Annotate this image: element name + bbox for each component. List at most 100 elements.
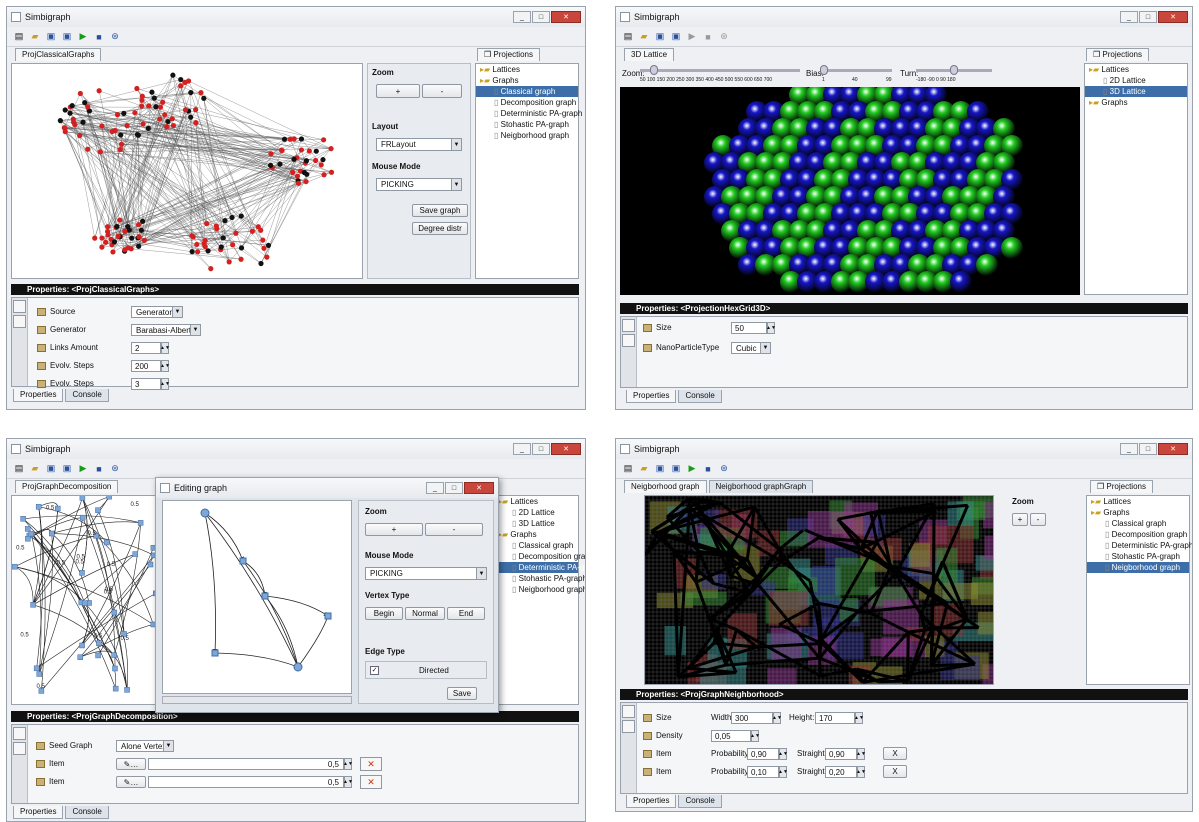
straight-field-1[interactable]: 0,90 <box>825 748 857 760</box>
density-field[interactable]: 0,05 <box>711 730 751 742</box>
open-folder-icon[interactable]: ▰ <box>640 463 648 473</box>
property-select[interactable]: Barabasi-Albert ▼ <box>131 324 201 336</box>
zoom-in-button[interactable]: + <box>376 84 420 98</box>
item-value-field-1[interactable]: 0,5 <box>148 758 344 770</box>
property-select[interactable]: Generator ▼ <box>131 306 183 318</box>
edit-icon[interactable] <box>622 334 635 347</box>
bias-slider-thumb[interactable] <box>820 65 828 75</box>
save-icon[interactable]: ▣ <box>46 31 56 41</box>
tree-item[interactable]: ▯ Stohastic PA-graph <box>512 574 586 583</box>
edit-icon[interactable] <box>622 720 635 733</box>
tab-proj-graph-decomposition[interactable]: ProjGraphDecomposition <box>15 480 119 493</box>
projections-tree[interactable]: ▸▰ Lattices ▯ 2D Lattice ▯ 3D Lattice ▸▰ Gr… <box>493 495 586 705</box>
property-spinner[interactable]: ▲▼ <box>160 378 170 390</box>
stop-icon[interactable]: ■ <box>705 463 711 474</box>
probability-field-2[interactable]: 0,10 <box>747 766 779 778</box>
height-field[interactable]: 170 <box>815 712 855 724</box>
edit-icon[interactable] <box>13 742 26 755</box>
probability-field-1[interactable]: 0,90 <box>747 748 779 760</box>
tree-item[interactable]: ▯ Classical graph <box>476 86 578 97</box>
tab-proj-classical-graphs[interactable]: ProjClassicalGraphs <box>15 48 102 61</box>
save-as-icon[interactable]: ▣ <box>62 31 72 41</box>
save-as-icon[interactable]: ▣ <box>62 463 72 473</box>
property-field[interactable]: 3 <box>131 378 161 390</box>
tree-item[interactable]: ▯ 3D Lattice <box>512 519 555 528</box>
delete-item-button-1[interactable]: ✕ <box>360 757 382 771</box>
tree-item[interactable]: ▸▰ Graphs <box>1089 98 1128 107</box>
run-icon[interactable]: ▶ <box>688 463 696 473</box>
zoom-in-button[interactable]: + <box>365 523 423 536</box>
vertex-end-button[interactable]: End <box>447 607 485 620</box>
save-icon[interactable]: ▣ <box>655 463 665 473</box>
tree-item[interactable]: ▯ Deterministic PA-graph <box>494 109 583 118</box>
delete-item-button-2[interactable]: ✕ <box>360 775 382 789</box>
maximize-button[interactable]: □ <box>445 482 463 494</box>
item-edit-button-2[interactable]: ✎… <box>116 776 146 788</box>
item-spinner-2[interactable]: ▲▼ <box>343 776 353 788</box>
tree-item[interactable]: ▸▰ Lattices <box>1089 65 1129 74</box>
tree-item[interactable]: ▸▰ Lattices <box>498 497 538 506</box>
tree-item[interactable]: ▯ 2D Lattice <box>1103 76 1146 85</box>
editing-scroll-h[interactable] <box>162 696 352 704</box>
run-icon[interactable]: ▶ <box>79 31 87 41</box>
tab-console[interactable]: Console <box>678 390 722 403</box>
stop-icon[interactable]: ■ <box>96 31 102 42</box>
projections-tree[interactable]: ▸▰ Lattices ▯ 2D Lattice ▯ 3D Lattice ▸▰ Gr… <box>1084 63 1188 295</box>
vertex-normal-button[interactable]: Normal <box>405 607 445 620</box>
size-spinner[interactable]: ▲▼ <box>766 322 776 334</box>
stop-icon[interactable]: ■ <box>96 463 102 474</box>
save-as-icon[interactable]: ▣ <box>671 31 681 41</box>
tree-item[interactable]: ▯ Neigborhood graph <box>512 585 586 594</box>
tab-3d-lattice[interactable]: 3D Lattice <box>624 48 675 61</box>
tab-properties[interactable]: Properties <box>626 390 677 403</box>
delete-item-button-1[interactable]: X <box>883 747 907 760</box>
save-button[interactable]: Save <box>447 687 477 700</box>
zoom-slider[interactable] <box>640 69 800 72</box>
new-icon[interactable]: ▤ <box>14 31 24 41</box>
straight-field-2[interactable]: 0,20 <box>825 766 857 778</box>
save-graph-button[interactable]: Save graph <box>412 204 468 217</box>
tree-item[interactable]: ▸▰ Graphs <box>480 76 519 85</box>
close-button[interactable]: ✕ <box>464 482 494 494</box>
tab-projections[interactable]: ❒ Projections <box>1090 480 1153 493</box>
minimize-button[interactable]: _ <box>426 482 444 494</box>
tree-item[interactable]: ▸▰ Lattices <box>1091 497 1131 506</box>
properties-icon[interactable] <box>622 705 635 718</box>
minimize-button[interactable]: _ <box>1120 11 1138 23</box>
layout-select[interactable]: FRLayout ▼ <box>376 138 462 151</box>
tab-console[interactable]: Console <box>65 806 109 819</box>
item-spinner-1[interactable]: ▲▼ <box>343 758 353 770</box>
close-button[interactable]: ✕ <box>1158 443 1188 455</box>
tree-item[interactable]: ▯ Decomposition graph <box>1105 530 1188 539</box>
tab-neighborhood-graph[interactable]: Neigborhood graph <box>624 480 707 493</box>
zoom-out-button[interactable]: - <box>425 523 483 536</box>
maximize-button[interactable]: □ <box>1139 443 1157 455</box>
tree-item[interactable]: ▯ Deterministic PA-graph <box>494 562 585 573</box>
neighborhood-canvas[interactable] <box>643 495 1026 701</box>
straight-spinner-2[interactable]: ▲▼ <box>856 766 866 778</box>
projections-tree[interactable]: ▸▰ Lattices ▸▰ Graphs ▯ Classical graph ▯ D… <box>475 63 583 279</box>
property-field[interactable]: 200 <box>131 360 161 372</box>
probability-spinner-2[interactable]: ▲▼ <box>778 766 788 778</box>
mouse-mode-select[interactable]: PICKING ▼ <box>365 567 487 580</box>
straight-spinner-1[interactable]: ▲▼ <box>856 748 866 760</box>
save-as-icon[interactable]: ▣ <box>671 463 681 473</box>
tree-item[interactable]: ▯ Neigborhood graph <box>494 131 570 140</box>
property-spinner[interactable]: ▲▼ <box>160 342 170 354</box>
minimize-button[interactable]: _ <box>513 11 531 23</box>
tree-item[interactable]: ▸▰ Graphs <box>498 530 537 539</box>
tab-console[interactable]: Console <box>65 389 109 402</box>
tree-item[interactable]: ▯ Deterministic PA-graph <box>1105 541 1193 550</box>
settings-icon[interactable]: ⊛ <box>111 463 119 473</box>
editing-canvas[interactable] <box>162 500 352 694</box>
zoom-out-button[interactable]: - <box>422 84 462 98</box>
tree-item[interactable]: ▯ 3D Lattice <box>1085 86 1187 97</box>
properties-icon[interactable] <box>13 727 26 740</box>
item-edit-button-1[interactable]: ✎… <box>116 758 146 770</box>
close-button[interactable]: ✕ <box>1158 11 1188 23</box>
mouse-mode-select[interactable]: PICKING ▼ <box>376 178 462 191</box>
bias-slider[interactable] <box>820 69 892 72</box>
property-spinner[interactable]: ▲▼ <box>160 360 170 372</box>
new-icon[interactable]: ▤ <box>623 463 633 473</box>
vertex-begin-button[interactable]: Begin <box>365 607 403 620</box>
